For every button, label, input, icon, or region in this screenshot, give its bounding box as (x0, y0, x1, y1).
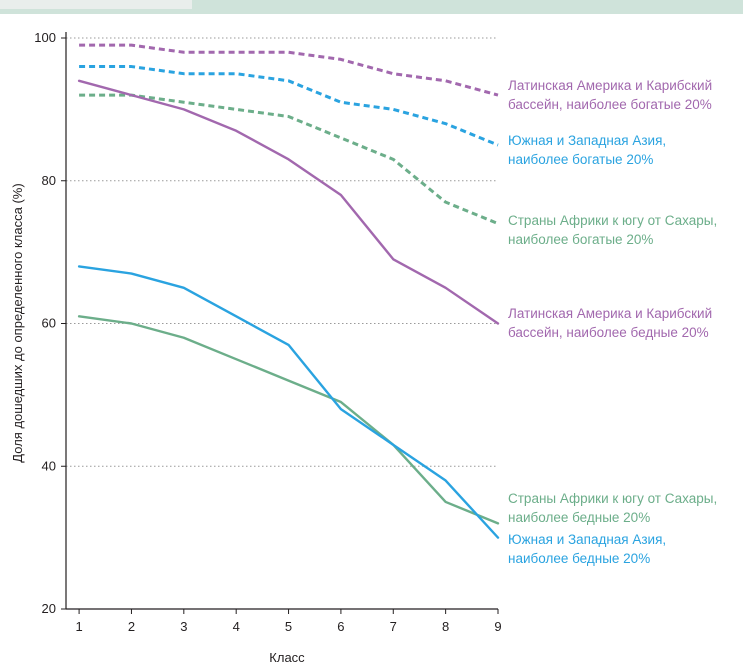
y-axis-title: Доля дошедших до определенного класса (%… (10, 183, 25, 462)
series-label-4: Латинская Америка и Карибский бассейн, на… (508, 306, 712, 340)
series-label-line: Латинская Америка и Карибский (508, 306, 712, 321)
x-tick-label: 5 (285, 619, 292, 634)
series-line-1 (79, 43, 499, 97)
series-label-5: Страны Африки к югу от Сахары, наиболее б… (508, 491, 717, 525)
x-tick-label: 8 (442, 619, 449, 634)
x-tick-label: 4 (233, 619, 240, 634)
series-label-line: наиболее богатые 20% (508, 232, 653, 247)
y-tick-label: 100 (34, 30, 56, 45)
series-group (77, 43, 500, 539)
x-tick-label: 3 (180, 619, 187, 634)
x-tick-label: 6 (337, 619, 344, 634)
series-line-3 (79, 93, 499, 225)
series-label-line: Южная и Западная Азия, (508, 133, 666, 148)
series-label-line: Страны Африки к югу от Сахары, (508, 491, 717, 506)
y-tick-label: 40 (42, 458, 56, 473)
series-line-2 (79, 65, 499, 147)
y-tick-label: 60 (42, 316, 56, 331)
grid (66, 37, 498, 467)
series-label-line: наиболее богатые 20% (508, 152, 653, 167)
y-tick-label: 80 (42, 173, 56, 188)
series-label-line: Латинская Америка и Карибский (508, 78, 712, 93)
x-axis-title: Класс (269, 650, 305, 665)
x-tick-label: 2 (128, 619, 135, 634)
series-labels: Латинская Америка и Карибский бассейн, на… (508, 78, 717, 566)
x-tick-label: 1 (75, 619, 82, 634)
y-tick-label: 20 (42, 601, 56, 616)
series-label-line: Страны Африки к югу от Сахары, (508, 213, 717, 228)
series-label-6: Южная и Западная Азия, наиболее бедные 20… (508, 532, 666, 566)
series-line-4 (77, 79, 500, 325)
series-label-line: бассейн, наиболее богатые 20% (508, 97, 712, 112)
series-label-1: Латинская Америка и Карибский бассейн, на… (508, 78, 712, 112)
x-tick-label: 9 (494, 619, 501, 634)
series-label-3: Страны Африки к югу от Сахары, наиболее б… (508, 213, 717, 247)
series-label-line: Южная и Западная Азия, (508, 532, 666, 547)
series-label-2: Южная и Западная Азия, наиболее богатые 2… (508, 133, 666, 167)
series-label-line: наиболее бедные 20% (508, 551, 650, 566)
series-line-5 (77, 315, 500, 525)
series-label-line: бассейн, наиболее бедные 20% (508, 325, 709, 340)
header-block (0, 0, 192, 9)
x-tick-label: 7 (390, 619, 397, 634)
series-label-line: наиболее бедные 20% (508, 510, 650, 525)
series-line-6 (77, 265, 500, 539)
axes: 20 40 60 80 100 1 2 3 4 5 6 7 8 9 (34, 30, 501, 634)
